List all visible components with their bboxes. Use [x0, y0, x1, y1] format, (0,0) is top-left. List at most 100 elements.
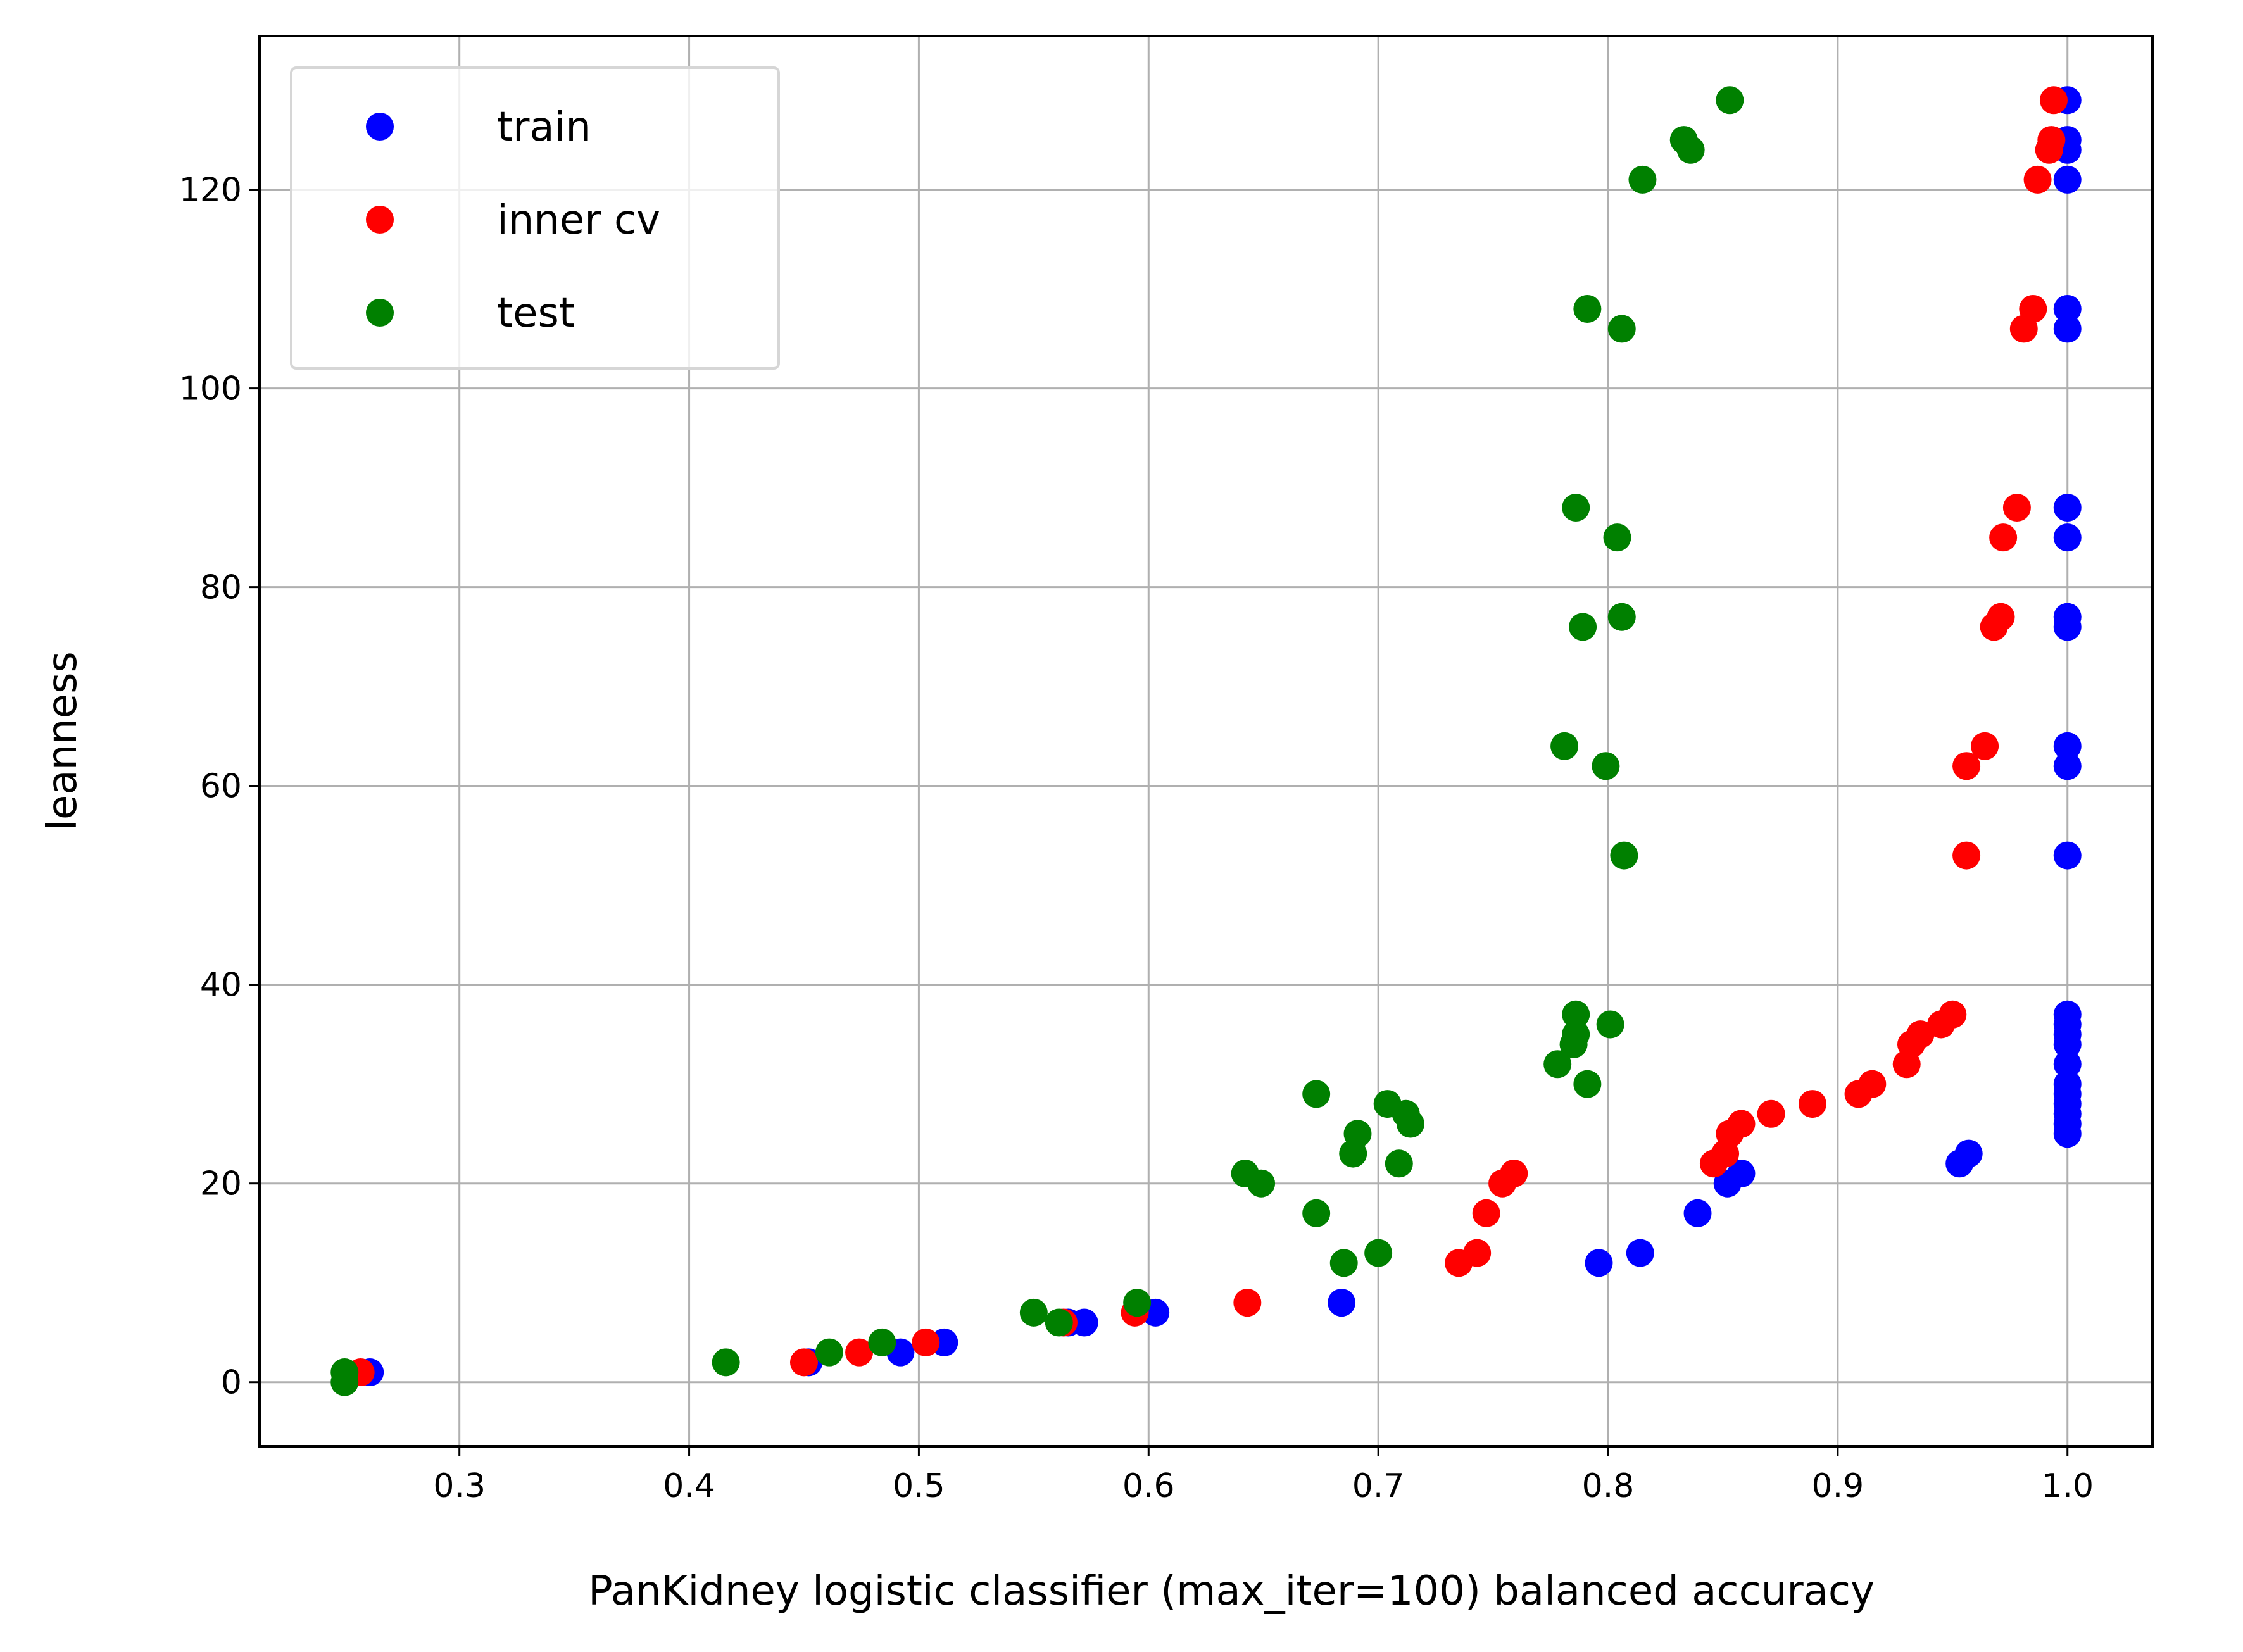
legend-label: test	[497, 290, 575, 337]
x-tick-label: 1.0	[2041, 1467, 2094, 1505]
scatter-point	[1302, 1080, 1331, 1108]
y-tick-label: 0	[221, 1364, 242, 1402]
scatter-point	[2019, 294, 2047, 323]
scatter-point	[1247, 1169, 1276, 1198]
scatter-point	[2002, 494, 2031, 522]
x-tick-label: 0.8	[1582, 1467, 1635, 1505]
y-tick-label: 40	[200, 967, 242, 1004]
scatter-point	[1607, 315, 1636, 343]
x-tick-label: 0.7	[1352, 1467, 1405, 1505]
scatter-point	[1550, 732, 1579, 760]
scatter-point	[1573, 1070, 1602, 1098]
series-train	[356, 86, 2082, 1387]
scatter-point	[912, 1328, 940, 1356]
scatter-point	[1683, 1199, 1712, 1227]
scatter-point	[2053, 315, 2082, 343]
scatter-point	[2053, 1050, 2082, 1079]
scatter-point	[1596, 1010, 1624, 1039]
scatter-point	[1938, 1000, 1967, 1029]
scatter-point	[1610, 841, 1638, 870]
scatter-point	[1628, 165, 1657, 194]
scatter-point	[1592, 752, 1620, 780]
scatter-point	[1989, 523, 2018, 552]
scatter-point	[1569, 613, 1597, 641]
scatter-point	[2037, 126, 2066, 154]
x-tick-label: 0.9	[1812, 1467, 1864, 1505]
x-tick-label: 0.6	[1122, 1467, 1175, 1505]
scatter-point	[1070, 1308, 1098, 1337]
scatter-point	[1987, 603, 2015, 631]
scatter-point	[1302, 1199, 1331, 1227]
y-axis-label: leanness	[39, 651, 86, 831]
grid	[260, 36, 2152, 1446]
scatter-point	[1952, 841, 1981, 870]
scatter-point	[1343, 1120, 1372, 1148]
scatter-point	[1019, 1298, 1048, 1327]
scatter-point	[1727, 1160, 1756, 1188]
scatter-point	[1562, 1020, 1590, 1049]
scatter-point	[1396, 1110, 1424, 1138]
legend: train inner cv test	[290, 66, 780, 370]
scatter-point	[1562, 494, 1590, 522]
legend-box	[290, 66, 780, 370]
scatter-point	[1472, 1199, 1500, 1227]
scatter-point	[1952, 752, 1981, 780]
data-points	[330, 86, 2082, 1396]
scatter-point	[2053, 165, 2082, 194]
plot-frame	[258, 35, 2154, 1448]
scatter-point	[2039, 86, 2068, 115]
scatter-point	[330, 1358, 359, 1387]
scatter-point	[1603, 523, 1631, 552]
scatter-point	[1463, 1239, 1492, 1267]
scatter-point	[1233, 1289, 1262, 1317]
scatter-point	[789, 1348, 818, 1377]
scatter-point	[1364, 1239, 1393, 1267]
x-tick-label: 0.3	[433, 1467, 486, 1505]
scatter-point	[1971, 732, 1999, 760]
scatter-point	[868, 1328, 896, 1356]
legend-marker	[366, 206, 394, 234]
scatter-point	[1727, 1110, 1756, 1138]
scatter-point	[1562, 1000, 1590, 1029]
y-tick-label: 120	[179, 172, 242, 210]
scatter-point	[1676, 135, 1705, 164]
legend-label: train	[497, 104, 591, 151]
scatter-point	[1385, 1149, 1413, 1178]
scatter-point	[2053, 732, 2082, 760]
scatter-point	[2053, 1000, 2082, 1029]
scatter-point	[1798, 1090, 1826, 1118]
scatter-point	[1123, 1289, 1152, 1317]
series-test	[330, 86, 1744, 1396]
scatter-point	[1328, 1289, 1356, 1317]
y-tick-label: 20	[200, 1165, 242, 1203]
x-axis-label: PanKidney logistic classifier (max_iter=…	[588, 1568, 1875, 1615]
x-tick-label: 0.5	[893, 1467, 945, 1505]
scatter-point	[1954, 1139, 1983, 1168]
scatter-point	[845, 1338, 874, 1367]
y-tick-label: 60	[200, 768, 242, 806]
scatter-point	[1045, 1308, 1073, 1337]
scatter-point	[1543, 1050, 1572, 1079]
legend-label: inner cv	[497, 197, 660, 244]
scatter-point	[1626, 1239, 1654, 1267]
axis-ticks: 0.3 0.4 0.5 0.6 0.7 0.8 0.9 1.0 0 20 40 60 80 100 120	[179, 172, 2094, 1505]
scatter-point	[2053, 1070, 2082, 1098]
legend-marker	[366, 299, 394, 327]
scatter-point	[1716, 86, 1744, 115]
scatter-point	[1585, 1249, 1613, 1277]
y-tick-label: 100	[179, 370, 242, 408]
scatter-point	[1500, 1160, 1528, 1188]
scatter-point	[815, 1338, 843, 1367]
scatter-point	[2053, 841, 2082, 870]
scatter-point	[1757, 1099, 1785, 1128]
scatter-point	[1858, 1070, 1887, 1098]
scatter-point	[2053, 603, 2082, 631]
scatter-point	[712, 1348, 740, 1377]
scatter-point	[1906, 1020, 1935, 1049]
y-tick-label: 80	[200, 569, 242, 607]
scatter-point	[2053, 294, 2082, 323]
scatter-point	[1329, 1249, 1358, 1277]
scatter-point	[1607, 603, 1636, 631]
scatter-point	[2053, 752, 2082, 780]
legend-marker	[366, 113, 394, 141]
